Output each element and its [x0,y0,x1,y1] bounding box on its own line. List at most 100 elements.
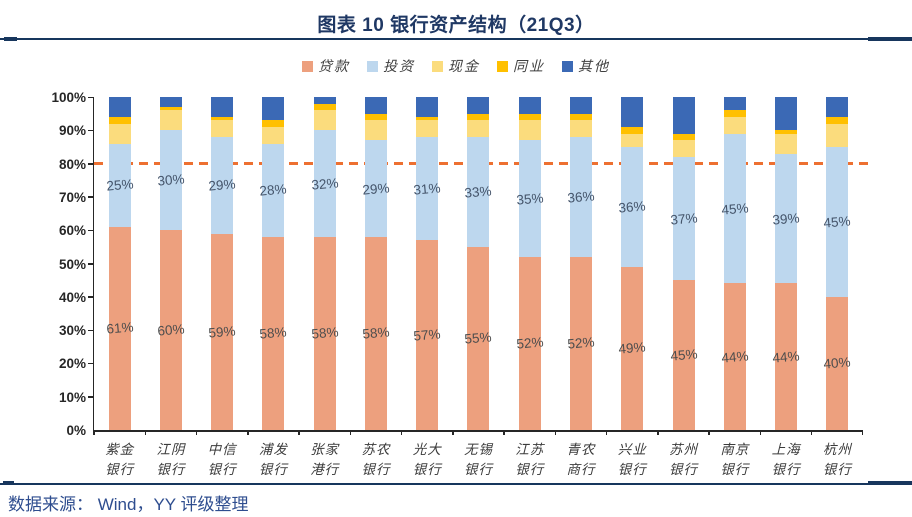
legend-label-other: 其他 [578,58,610,74]
x-axis-tick-mark [400,430,403,435]
x-axis-tick-mark [554,430,557,435]
bar-slot: 59% 29% [197,97,248,430]
bar-segment-cash [313,110,336,131]
bar-label-investment: 45% [823,213,852,231]
x-axis-label-line2: 银行 [515,461,545,477]
bar-segment-investment [672,156,695,281]
bar-segment-loans [159,230,182,430]
bar-column-1: 61% 25% [106,97,134,430]
bar-segment-other [262,97,285,121]
bar-segment-interbank [672,133,695,141]
x-axis-label: 无锡 银行 [453,440,504,479]
x-axis-label: 兴业 银行 [607,440,658,479]
x-axis-label: 南京 银行 [709,440,760,479]
bar-segment-cash [723,117,746,134]
bar-segment-cash [211,120,234,137]
bar-segment-interbank [518,113,541,121]
y-axis-tick-mark [88,396,94,398]
x-axis-label-line1: 兴业 [617,442,647,457]
y-axis-tick-label: 90% [58,123,86,139]
bar-segment-loans [775,283,798,430]
bar-segment-loans [211,233,234,430]
bar-segment-investment [775,153,798,284]
x-axis-label-line2: 港行 [310,461,340,477]
bar-segment-interbank [723,110,746,117]
x-axis-label: 张家 港行 [299,440,350,479]
x-axis-label-line1: 苏州 [669,442,699,457]
bar-slot: 44% 39% [760,97,811,430]
x-axis-label-line2: 银行 [105,461,135,477]
bar-segment-other [621,97,644,127]
footer-rule-left-cap [3,481,14,485]
bar-segment-interbank [364,113,387,121]
legend-item-investment: 投资 [367,56,415,76]
bar-segment-cash [518,120,541,141]
bar-segment-investment [723,133,746,284]
bar-segment-loans [621,266,644,430]
legend-label-cash: 现金 [448,58,480,74]
x-axis-tick-mark [93,430,95,435]
bar-segment-investment [826,146,849,297]
bar-segment-loans [313,236,336,430]
x-axis-label: 浦发 银行 [248,440,299,479]
bar-segment-other [518,97,541,114]
x-axis-label-line1: 江阴 [156,442,186,457]
y-axis-tick-label: 70% [58,189,86,205]
x-axis-label-line1: 杭州 [822,442,852,457]
bar-column-15: 40% 45% [823,97,851,430]
bar-segment-cash [621,133,644,147]
bar-slot: 61% 25% [94,97,145,430]
x-axis-tick-mark [861,430,863,435]
bar-slot: 55% 33% [453,97,504,430]
x-axis-tick-mark [810,430,813,435]
y-axis-tick-mark [88,196,94,198]
bar-slot: 52% 36% [555,97,606,430]
bar-segment-loans [467,246,490,430]
y-axis-tick-label: 30% [58,323,86,339]
bar-segment-interbank [262,120,285,127]
bar-segment-interbank [108,116,131,124]
x-axis-label-line1: 张家 [310,442,340,457]
bar-column-12: 45% 37% [669,97,698,430]
bar-segment-loans [518,256,541,430]
y-axis-tick-mark [88,362,94,365]
bar-segment-interbank [621,126,644,134]
bar-segment-cash [364,120,387,141]
x-axis-label: 青农 商行 [555,440,606,479]
bar-slot: 58% 29% [350,97,401,430]
y-axis-tick-mark [88,329,94,332]
x-axis-label-line1: 江苏 [515,442,545,457]
bar-segment-other [826,97,849,117]
chart-legend: 贷款 投资 现金 同业 其他 [0,56,912,76]
x-axis-label-line1: 光大 [412,442,442,457]
bar-column-3: 59% 29% [208,97,236,430]
x-axis-labels: 紫金 银行 江阴 银行 中信 银行 浦发 银行 张家 港行 苏农 银行 光大 银行 无锡 银行 江苏 银行 青农 商行… [94,440,863,479]
bar-segment-other [211,97,234,117]
title-rule [0,38,912,40]
x-axis-tick-mark [247,430,249,435]
bar-slot: 52% 35% [504,97,555,430]
bar-segment-other [108,97,131,117]
x-axis-label: 光大 银行 [402,440,453,479]
bar-segment-cash [108,123,131,144]
bar-segment-interbank [775,130,798,134]
bar-segment-investment [467,136,490,247]
x-axis-label-line2: 银行 [669,461,699,477]
x-axis-label-line2: 银行 [822,461,852,477]
legend-label-loans: 贷款 [318,58,350,74]
x-axis-label-line2: 银行 [412,461,442,477]
y-axis-tick-mark [88,163,94,165]
x-axis-tick-mark [195,430,198,435]
x-axis-label: 苏州 银行 [658,440,709,479]
legend-item-loans: 贷款 [302,56,350,76]
x-axis-label-line2: 银行 [463,461,493,477]
bar-column-11: 49% 36% [618,97,646,430]
bar-column-6: 58% 29% [362,97,390,430]
bar-segment-other [467,97,490,114]
bar-slot: 60% 30% [145,97,196,430]
bar-segment-investment [416,136,439,241]
bar-segment-other [416,97,439,117]
bar-segment-other [570,97,593,114]
bar-segment-other [364,97,387,114]
x-axis-label-line1: 上海 [771,442,801,457]
